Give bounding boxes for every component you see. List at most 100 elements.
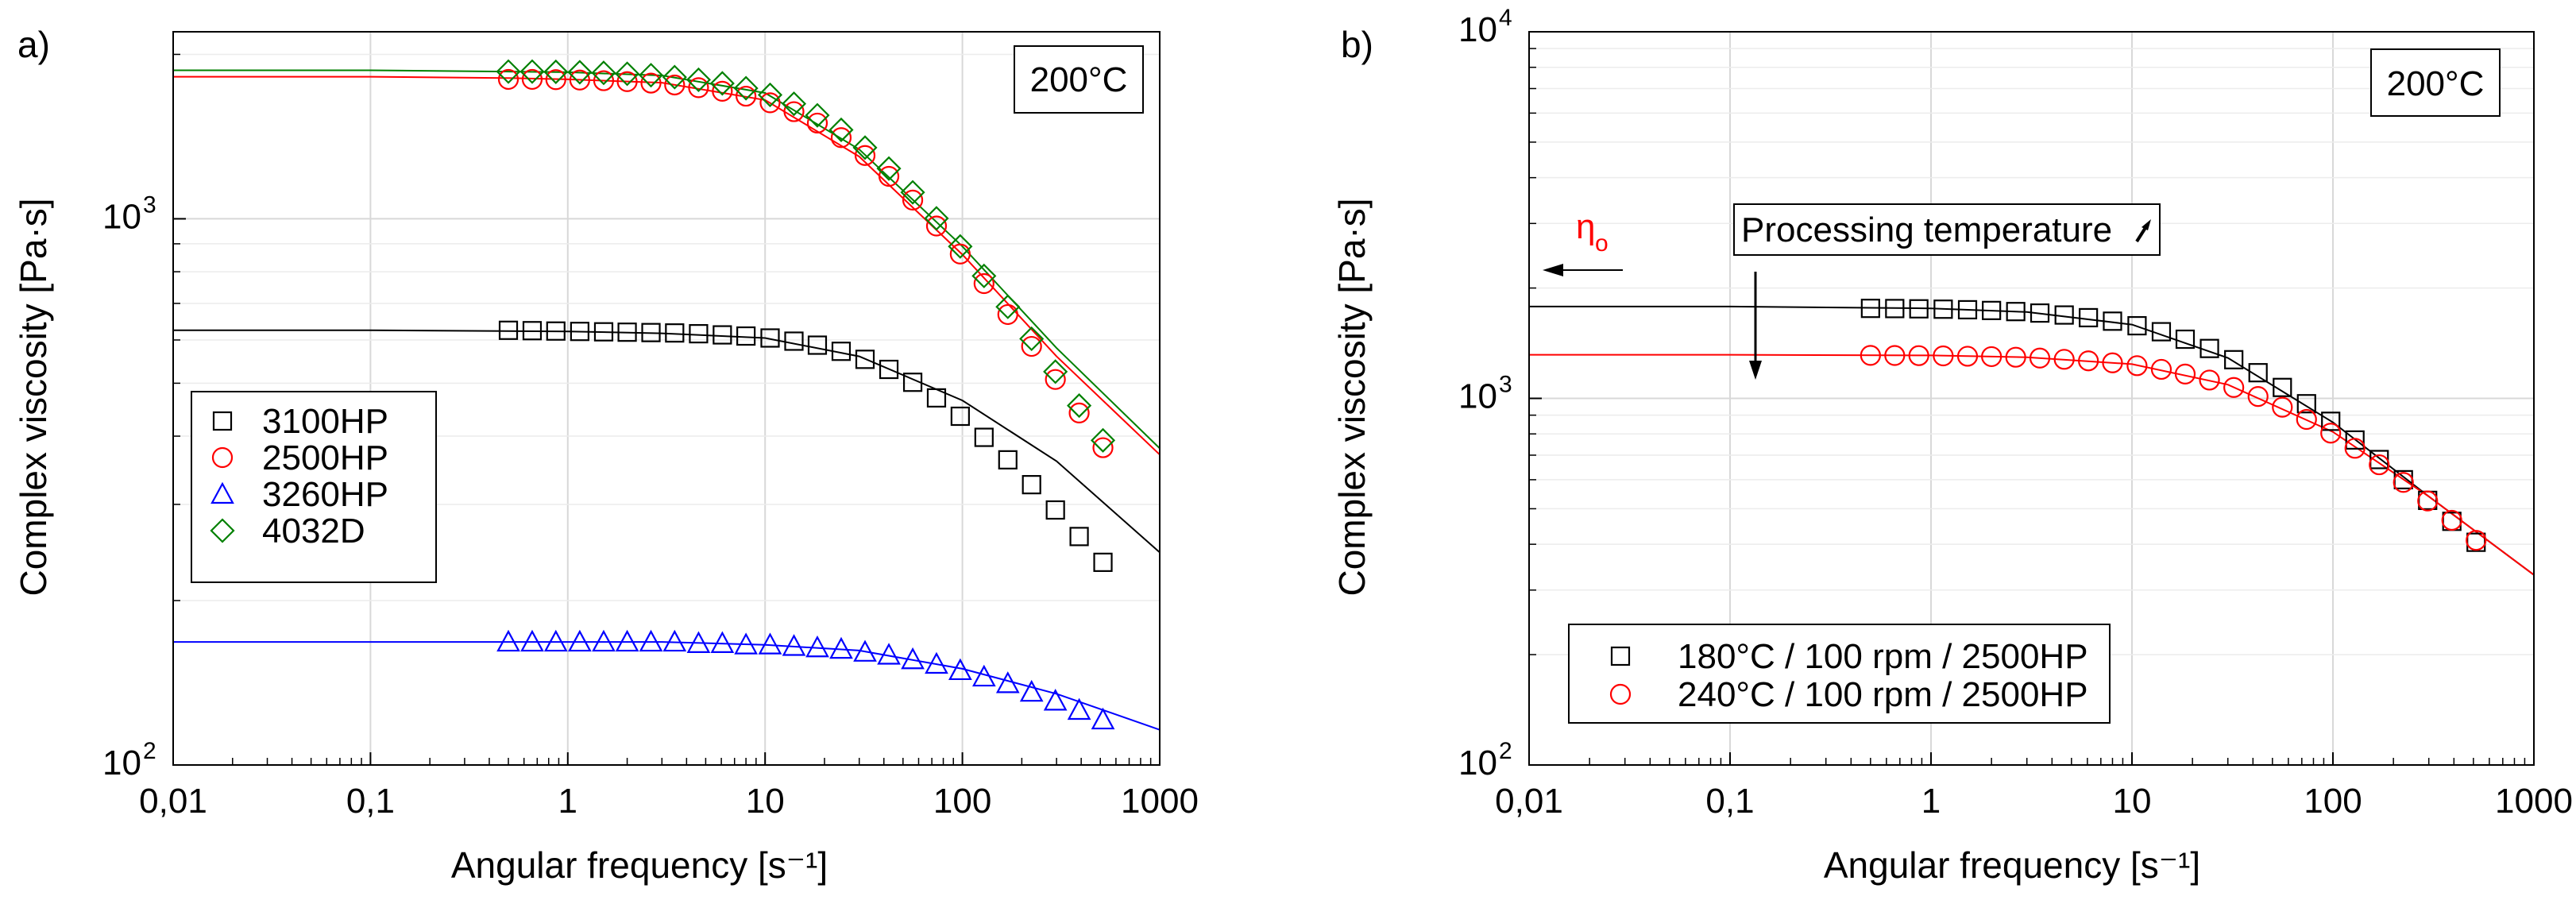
data-point <box>592 629 616 652</box>
x-tick-label: 1 <box>1921 782 1941 821</box>
data-point <box>688 77 709 99</box>
fit-curves <box>1529 305 2535 576</box>
x-tick-label: 0,01 <box>1495 782 1563 821</box>
data-point <box>2078 350 2099 372</box>
data-point <box>1908 345 1929 366</box>
data-point <box>686 67 711 92</box>
data-point <box>759 92 781 114</box>
processing-annotation: Processing temperature <box>1733 203 2161 256</box>
data-point <box>734 632 758 655</box>
data-point <box>1067 697 1091 720</box>
axis-ticks <box>1528 31 2535 766</box>
data-point <box>2102 352 2123 373</box>
data-point <box>1956 346 1979 367</box>
data-point <box>2103 311 2122 331</box>
x-tick-label: 10 <box>2113 782 2152 821</box>
axis-ticks <box>172 53 1161 766</box>
data-point <box>568 629 592 652</box>
x-tick-label: 1000 <box>1121 782 1199 821</box>
data-point <box>852 135 878 160</box>
legend-label: 2500HP <box>262 438 388 477</box>
data-point <box>924 206 949 231</box>
data-point <box>2151 322 2172 342</box>
data-point <box>2441 509 2462 531</box>
data-markers <box>496 59 1116 730</box>
data-point <box>1982 300 2002 320</box>
legend-box <box>1568 624 2111 724</box>
data-point <box>925 215 948 237</box>
data-point <box>1933 299 1953 319</box>
data-point <box>521 68 543 91</box>
data-point <box>710 631 735 653</box>
data-point <box>519 59 545 84</box>
up-arrow-icon <box>2135 219 2151 243</box>
data-point <box>1884 345 1906 366</box>
data-point <box>2369 454 2390 476</box>
legend-marker <box>1609 683 1632 705</box>
data-point <box>2174 363 2196 384</box>
data-point <box>2079 307 2099 328</box>
data-point <box>950 406 970 427</box>
data-point <box>1981 346 2002 368</box>
data-point <box>2344 438 2366 459</box>
data-point <box>805 635 829 658</box>
data-point <box>686 631 711 653</box>
x-tick-label: 0,01 <box>139 782 207 821</box>
data-point <box>2006 302 2026 322</box>
data-point <box>2273 377 2292 397</box>
data-point <box>2417 490 2439 512</box>
eta-zero-label: η o <box>1576 207 1609 257</box>
fit-line <box>1529 305 2535 576</box>
data-point <box>522 321 543 341</box>
legend-marker <box>210 518 235 543</box>
annotation-box <box>1733 203 2161 256</box>
data-point <box>830 127 852 149</box>
data-point <box>662 64 687 90</box>
data-point <box>615 61 640 87</box>
data-point <box>665 323 685 343</box>
data-point <box>2029 347 2051 369</box>
data-point <box>948 234 973 259</box>
data-point <box>616 71 638 92</box>
data-point <box>806 112 828 134</box>
data-point <box>664 74 686 96</box>
panel-label: b) <box>1341 24 1373 65</box>
legend-label: 3100HP <box>262 402 388 441</box>
data-point <box>876 156 902 181</box>
x-tick-label: 100 <box>2304 782 2362 821</box>
y-axis-title: Complex viscosity [Pa·s] <box>13 198 54 596</box>
data-point <box>1860 299 1880 319</box>
data-point <box>1885 299 1905 319</box>
data-point <box>1069 527 1089 547</box>
data-point <box>1909 299 1929 319</box>
data-point <box>948 658 972 681</box>
y-tick-label: 10 <box>102 744 141 782</box>
data-point <box>900 180 925 205</box>
y-tick-label: 10 <box>102 197 141 236</box>
data-point <box>807 335 828 355</box>
data-point <box>2005 346 2026 368</box>
data-point <box>545 69 566 91</box>
data-point <box>925 651 948 674</box>
legend-marker <box>210 481 234 504</box>
data-point <box>1045 500 1065 520</box>
annotation-text: Processing temperature <box>1741 211 2112 249</box>
data-point <box>783 101 805 122</box>
y-axis-title: Complex viscosity [Pa·s] <box>1331 198 1373 596</box>
legend-label: 3260HP <box>262 475 388 514</box>
y-tick-label: 10 <box>1458 744 1497 782</box>
x-tick-label: 100 <box>933 782 991 821</box>
data-point <box>998 450 1018 469</box>
data-point <box>1067 393 1092 419</box>
legend-marker <box>211 446 234 469</box>
data-point <box>2247 386 2269 408</box>
data-point <box>2466 530 2487 551</box>
data-point <box>1091 707 1115 730</box>
y-tick-exponent: 3 <box>1499 372 1512 398</box>
data-point <box>1045 369 1066 390</box>
data-point <box>1933 345 1954 367</box>
